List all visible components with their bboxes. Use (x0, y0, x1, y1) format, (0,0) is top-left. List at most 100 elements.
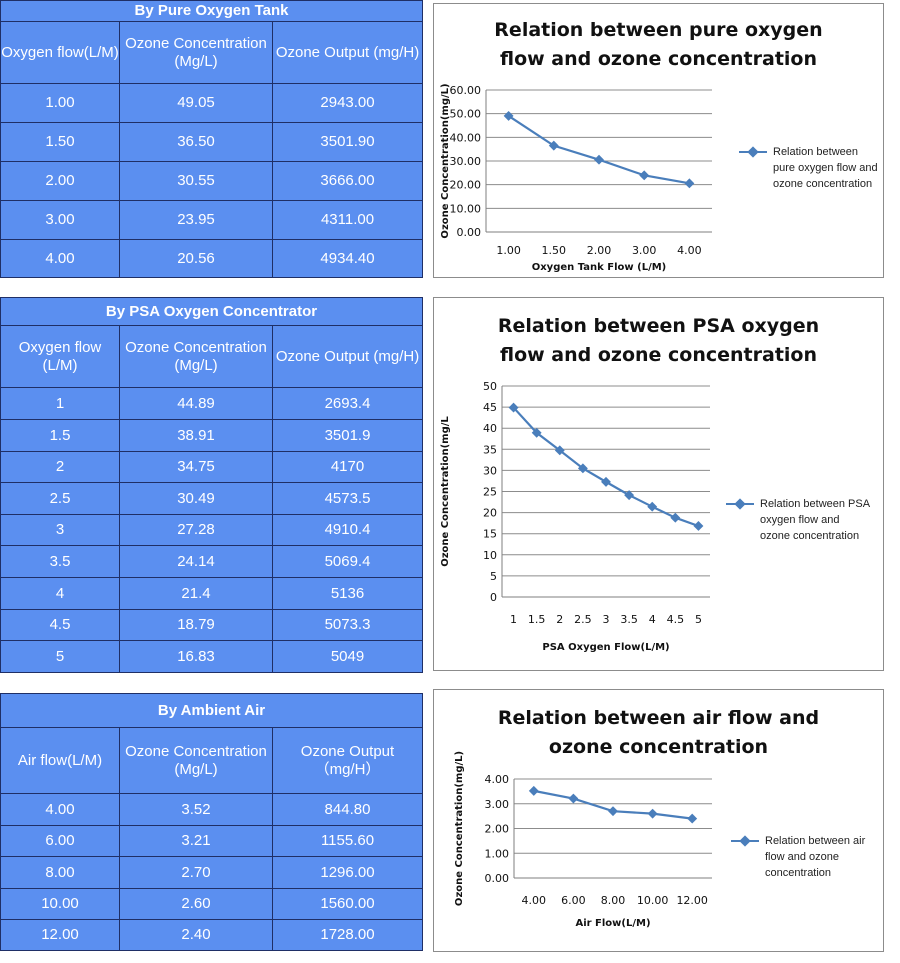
column-header: Ozone Output (mg/H) (271, 325, 424, 388)
data-point (687, 813, 698, 824)
table-row: 1 44.89 2693.4 (0, 387, 424, 420)
table-row: 3 27.28 4910.4 (0, 514, 424, 546)
table-cell: 20.56 (119, 239, 273, 278)
series-line (507, 114, 690, 185)
data-point (568, 793, 579, 804)
table-cell: 844.80 (272, 793, 423, 826)
y-tick-label: 25 (483, 486, 497, 499)
table-cell: 4.00 (0, 793, 120, 826)
y-axis-label: Ozone Concentration(mg/L (440, 416, 451, 567)
table-cell: 38.91 (119, 419, 273, 452)
y-tick-label: 50.00 (450, 108, 482, 121)
chart-title: Relation between pure oxygen flow and oz… (494, 19, 823, 70)
data-point (647, 501, 658, 512)
table-cell: 1.50 (0, 122, 120, 162)
table-cell: 8.00 (0, 856, 120, 889)
table-cell: 2 (0, 451, 120, 483)
x-tick-label: 3.5 (620, 613, 638, 626)
x-tick-label: 1.50 (542, 244, 567, 257)
table-cell: 1 (0, 387, 120, 420)
table-title: By PSA Oxygen Concentrator (0, 297, 424, 326)
column-header: Ozone Concentration (Mg/L) (119, 727, 273, 794)
table-row: 3.5 24.14 5069.4 (0, 545, 424, 578)
table-cell: 30.49 (119, 482, 273, 515)
table-cell: 16.83 (119, 640, 273, 673)
table-cell: 2943.00 (271, 83, 424, 123)
table-cell: 1155.60 (272, 825, 423, 857)
y-tick-label: 0.00 (485, 872, 510, 885)
table-cell: 5136 (271, 577, 424, 610)
pure-oxygen-table: By Pure Oxygen Tank Oxygen flow(L/M) Ozo… (0, 0, 424, 278)
column-header: Ozone Concentration (Mg/L) (119, 325, 273, 388)
x-tick-label: 5 (695, 613, 702, 626)
y-tick-label: 45 (483, 401, 497, 414)
chart-psa-oxygen: Relation between PSA oxygen flow and ozo… (433, 297, 884, 671)
y-tick-label: 15 (483, 528, 497, 541)
data-point (639, 170, 650, 181)
table-cell: 3.21 (119, 825, 273, 857)
table-row: 1.00 49.05 2943.00 (0, 83, 424, 123)
table-cell: 5 (0, 640, 120, 673)
x-tick-label: 12.00 (676, 894, 708, 907)
x-tick-label: 2 (556, 613, 563, 626)
table-cell: 3501.9 (271, 419, 424, 452)
y-tick-label: 30 (483, 464, 497, 477)
chart-title: Relation between air flow and ozone conc… (497, 707, 820, 758)
table-row: 2.5 30.49 4573.5 (0, 482, 424, 515)
table-cell: 27.28 (119, 514, 273, 546)
data-point (693, 521, 704, 531)
table-row: 1.5 38.91 3501.9 (0, 419, 424, 452)
table-row: 4 21.4 5136 (0, 577, 424, 610)
y-tick-label: 4.00 (485, 773, 510, 786)
psa-oxygen-table: By PSA Oxygen Concentrator Oxygen flow (… (0, 297, 424, 673)
x-tick-label: 6.00 (561, 894, 586, 907)
table-cell: 4573.5 (271, 482, 424, 515)
table-row: 2.00 30.55 3666.00 (0, 161, 424, 201)
table-cell: 6.00 (0, 825, 120, 857)
table-cell: 2.70 (119, 856, 273, 889)
legend-label: Relation between PSA oxygen flow and ozo… (760, 498, 870, 542)
x-tick-label: 10.00 (637, 894, 669, 907)
table-cell: 3.00 (0, 200, 120, 240)
x-tick-label: 1 (510, 613, 517, 626)
table-title: By Pure Oxygen Tank (0, 0, 424, 22)
y-tick-label: 35 (483, 443, 497, 456)
column-header: Ozone Output （mg/H） (272, 727, 423, 794)
y-tick-label: 10 (483, 549, 497, 562)
column-header: Ozone Output (mg/H) (271, 21, 424, 84)
y-tick-label: 50 (483, 380, 497, 393)
y-tick-label: 20 (483, 507, 497, 520)
table-cell: 3.5 (0, 545, 120, 578)
table-cell: 4910.4 (271, 514, 424, 546)
data-point (594, 154, 604, 165)
x-axis-label: PSA Oxygen Flow(L/M) (542, 642, 669, 653)
table-cell: 3 (0, 514, 120, 546)
table-cell: 30.55 (119, 161, 273, 201)
table-cell: 4.00 (0, 239, 120, 278)
table-cell: 1296.00 (272, 856, 423, 889)
table-cell: 2.40 (119, 919, 273, 951)
y-axis-label: Ozone Concentration(mg/L) (440, 83, 451, 238)
table-row: 1.50 36.50 3501.90 (0, 122, 424, 162)
legend-marker-icon (739, 146, 767, 158)
legend-marker-icon (731, 835, 759, 847)
table-row: 2 34.75 4170 (0, 451, 424, 483)
x-tick-label: 4.5 (667, 613, 685, 626)
table-row: 3.00 23.95 4311.00 (0, 200, 424, 240)
table-cell: 24.14 (119, 545, 273, 578)
y-tick-label: 40 (483, 422, 497, 435)
data-point (577, 463, 588, 474)
table-cell: 18.79 (119, 609, 273, 641)
x-tick-label: 4 (649, 613, 656, 626)
x-tick-label: 1.5 (528, 613, 546, 626)
table-cell: 3501.90 (271, 122, 424, 162)
table-cell: 1.00 (0, 83, 120, 123)
x-axis-label: Air Flow(L/M) (575, 918, 650, 929)
column-header: Ozone Concentration (Mg/L) (119, 21, 273, 84)
table-row: 8.00 2.70 1296.00 (0, 856, 423, 889)
table-cell: 4.5 (0, 609, 120, 641)
y-tick-label: 10.00 (450, 202, 482, 215)
legend-label: Relation between pure oxygen flow and oz… (773, 146, 878, 190)
table-cell: 36.50 (119, 122, 273, 162)
table-cell: 4170 (271, 451, 424, 483)
